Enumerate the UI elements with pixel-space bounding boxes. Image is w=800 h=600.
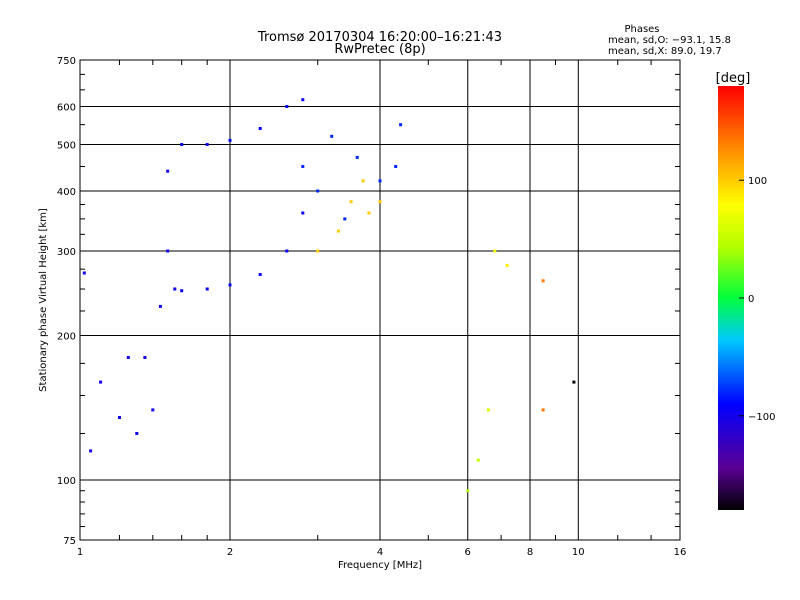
data-point [173, 287, 177, 291]
colorbar-tick-label: 100 [748, 176, 767, 187]
data-point [466, 489, 470, 493]
x-tick-label: 10 [572, 547, 585, 558]
grid-lines [80, 60, 680, 540]
y-tick-label: 300 [57, 247, 76, 258]
phases-box-line-o: mean, sd,O: −93.1, 15.8 [608, 35, 731, 46]
data-point [228, 138, 232, 142]
data-point [285, 105, 289, 108]
chart-title: Tromsø 20170304 16:20:00–16:21:43 [257, 30, 502, 45]
data-point [394, 165, 398, 168]
data-point [330, 134, 334, 138]
data-point [355, 155, 359, 159]
phases-box-title: Phases [624, 24, 659, 35]
colorbar-label: [deg] [716, 71, 751, 86]
phases-box-line-x: mean, sd,X: 89.0, 19.7 [608, 46, 722, 57]
colorbar-tick-label: 0 [748, 294, 754, 305]
data-point [399, 123, 403, 127]
data-point [301, 211, 305, 215]
y-tick-label: 75 [63, 536, 76, 547]
y-tick-label: 500 [57, 141, 76, 152]
x-axis-ticks: 1 2 4 6 8 10 16 [77, 60, 687, 558]
data-point [258, 273, 262, 276]
data-point [258, 127, 262, 130]
data-point [378, 179, 382, 183]
x-tick-label: 6 [465, 547, 471, 558]
y-tick-label: 750 [57, 56, 76, 67]
data-point [367, 211, 371, 215]
data-point [316, 249, 320, 253]
data-point [205, 143, 209, 146]
y-tick-label: 400 [57, 187, 76, 198]
data-point [135, 432, 139, 435]
data-point [166, 169, 170, 173]
data-point [486, 408, 490, 412]
data-point [349, 200, 353, 204]
data-point [361, 179, 365, 183]
data-point [158, 304, 162, 308]
data-point [541, 408, 545, 412]
data-point [118, 416, 121, 419]
data-point [301, 165, 305, 168]
x-tick-label: 2 [227, 547, 233, 558]
data-point [205, 287, 209, 291]
data-point [316, 189, 320, 193]
colorbar-tick-label: −100 [748, 412, 775, 423]
data-point [228, 283, 232, 287]
data-point [126, 356, 130, 359]
data-point [285, 249, 289, 253]
y-tick-label: 100 [57, 476, 76, 487]
y-axis-ticks: 75 100 200 300 400 500 600 750 [57, 56, 680, 547]
data-point [89, 449, 93, 453]
data-point [343, 217, 347, 221]
data-point [180, 289, 184, 293]
data-point [336, 229, 340, 233]
data-point [180, 143, 184, 146]
data-point [572, 380, 576, 384]
data-point [143, 356, 147, 359]
data-point [505, 263, 509, 267]
data-point [301, 98, 305, 102]
data-point [541, 279, 545, 283]
y-axis-label: Stationary phase Virtual Height [km] [38, 208, 49, 392]
data-point [378, 200, 382, 204]
x-tick-label: 8 [527, 547, 533, 558]
x-tick-label: 16 [674, 547, 687, 558]
data-point [151, 408, 155, 412]
data-point [82, 271, 86, 275]
colorbar-ticks: 100 0 −100 [739, 176, 775, 423]
x-tick-label: 1 [77, 547, 83, 558]
data-point [99, 380, 103, 384]
x-axis-label: Frequency [MHz] [338, 560, 422, 571]
data-point [476, 458, 480, 462]
chart-subtitle: RwPretec (8p) [334, 42, 425, 57]
data-points [82, 98, 576, 493]
data-point [493, 249, 497, 253]
y-tick-label: 200 [57, 332, 76, 343]
y-tick-label: 600 [57, 103, 76, 114]
data-point [166, 249, 170, 253]
x-tick-label: 4 [377, 547, 383, 558]
plot-frame [79, 59, 681, 541]
